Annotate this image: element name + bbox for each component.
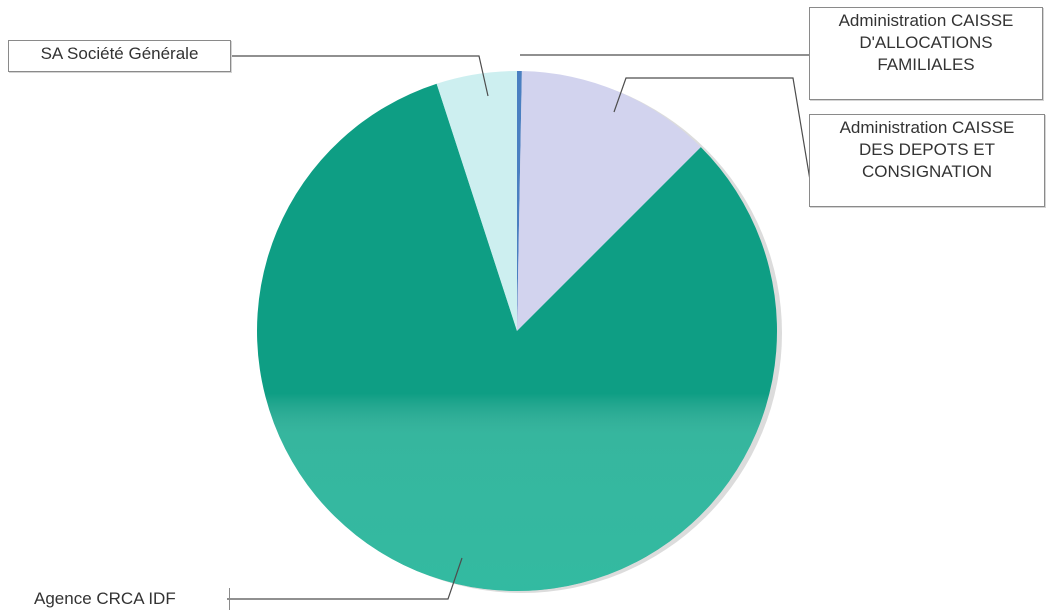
leader-line-sg	[230, 55, 489, 97]
slice-label-cdc: Administration CAISSE DES DEPOTS ET CONS…	[809, 114, 1045, 207]
leader-line-cdc	[613, 77, 811, 181]
leader-line-crca	[227, 557, 463, 600]
slice-label-caf: Administration CAISSE D'ALLOCATIONS FAMI…	[809, 7, 1043, 100]
slice-label-sg: SA Société Générale	[8, 40, 231, 72]
pie-texture-band	[257, 71, 777, 591]
slice-label-crca: Agence CRCA IDF	[34, 588, 230, 610]
